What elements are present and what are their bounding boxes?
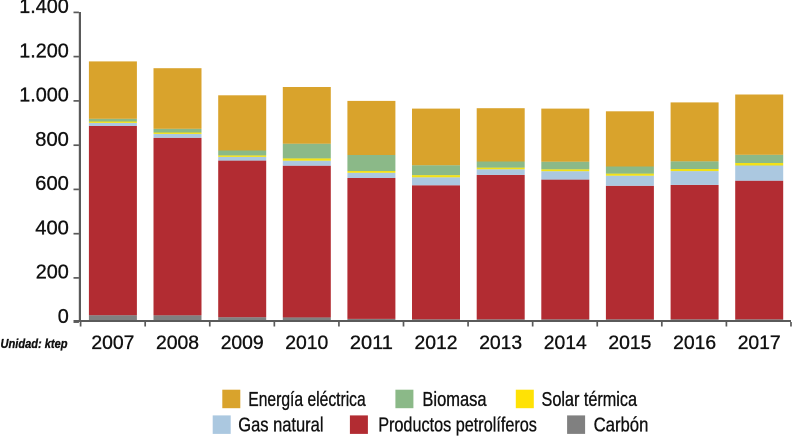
svg-text:Carbón: Carbón (594, 415, 649, 436)
svg-text:2017: 2017 (738, 332, 781, 354)
svg-text:Biomasa: Biomasa (422, 389, 487, 411)
svg-text:2010: 2010 (285, 332, 328, 354)
svg-text:2007: 2007 (91, 332, 134, 354)
svg-text:Energía eléctrica: Energía eléctrica (248, 389, 366, 411)
svg-text:400: 400 (35, 217, 69, 239)
svg-text:0: 0 (58, 306, 69, 328)
svg-text:Solar térmica: Solar térmica (542, 389, 638, 411)
svg-text:2011: 2011 (350, 332, 393, 354)
svg-text:600: 600 (35, 173, 69, 195)
svg-text:2015: 2015 (608, 332, 651, 354)
svg-text:Unidad: ktep: Unidad: ktep (1, 337, 68, 351)
svg-text:2008: 2008 (156, 332, 199, 354)
svg-text:1.200: 1.200 (19, 40, 69, 62)
svg-text:Productos petrolíferos: Productos petrolíferos (378, 415, 537, 436)
svg-text:2014: 2014 (544, 332, 587, 354)
svg-text:200: 200 (36, 262, 69, 284)
svg-text:Gas natural: Gas natural (238, 415, 323, 436)
svg-text:1.000: 1.000 (19, 85, 69, 107)
svg-text:2012: 2012 (415, 332, 458, 354)
svg-text:800: 800 (35, 129, 69, 151)
svg-text:1.400: 1.400 (19, 0, 69, 18)
svg-text:2009: 2009 (221, 332, 264, 354)
svg-text:2013: 2013 (479, 332, 522, 354)
svg-text:2016: 2016 (673, 332, 716, 354)
